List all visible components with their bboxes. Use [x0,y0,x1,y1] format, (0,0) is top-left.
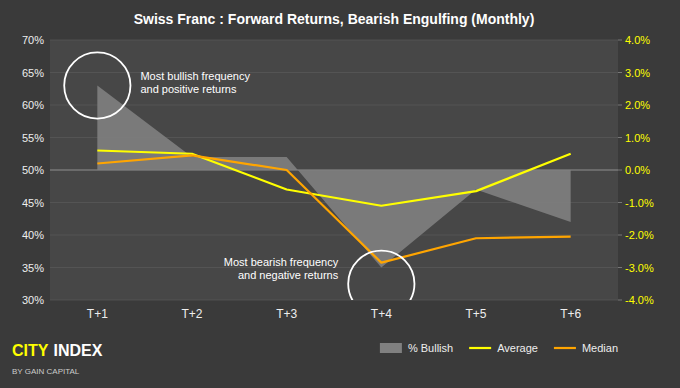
y2-tick [618,105,622,106]
logo-text: CITY [12,342,49,359]
y-tick-label: 50% [22,164,44,176]
y2-tick [618,137,622,138]
x-tick-label: T+6 [560,307,581,321]
y-tick-label: 70% [22,34,44,46]
annotation-line: and positive returns [140,83,236,95]
y2-tick [618,202,622,203]
grid-line [50,105,618,106]
y2-tick-label: -2.0% [625,229,654,241]
grid-line [50,300,618,301]
annotation-circle [348,251,414,300]
y-tick-label: 65% [22,67,44,79]
legend-item: % Bullish [380,342,453,354]
legend-swatch [469,347,491,349]
plot-area [50,40,618,300]
y-tick-label: 60% [22,99,44,111]
title: Swiss Franc : Forward Returns, Bearish E… [134,11,535,27]
logo-text: INDEX [53,342,102,359]
annotation-line: Most bullish frequency [140,70,250,82]
y-tick-label: 55% [22,132,44,144]
y2-tick-label: 2.0% [625,99,650,111]
x-tick-label: T+3 [276,307,297,321]
annotation: Most bearish frequencyand negative retur… [224,256,339,281]
y-tick-label: 35% [22,262,44,274]
marks [97,86,570,268]
y2-tick [618,170,622,171]
area [97,86,570,268]
y2-tick-label: 1.0% [625,132,650,144]
x-tick-label: T+5 [465,307,486,321]
grid-line [50,72,618,73]
y2-tick [618,72,622,73]
annotation-line: and negative returns [238,269,339,281]
legend-label: Average [497,342,538,354]
logo-text: BY GAIN CAPITAL [12,367,80,376]
legend: % Bullish Average Median [380,342,618,354]
chart: Swiss Franc : Forward Returns, Bearish E… [0,0,680,388]
y2-tick-label: 0.0% [625,164,650,176]
legend-swatch [554,347,576,349]
y2-tick-label: -3.0% [625,262,654,274]
y-tick-label: 30% [22,294,44,306]
grid-line [50,235,618,236]
background [0,0,680,388]
y2-tick-label: 4.0% [625,34,650,46]
line [97,155,570,262]
legend-label: Median [582,342,618,354]
y2-tick-label: 3.0% [625,67,650,79]
legend-label: % Bullish [408,342,453,354]
x-tick-label: T+4 [371,307,392,321]
y2-tick [618,40,622,41]
x-tick-label: T+1 [87,307,108,321]
y2-tick [618,300,622,301]
legend-item: Median [554,342,618,354]
y-tick-label: 45% [22,197,44,209]
x-tick-label: T+2 [181,307,202,321]
line [97,151,570,206]
y2-tick-label: -1.0% [625,197,654,209]
y2-tick [618,235,622,236]
grid-line [50,40,618,41]
annotation: Most bullish frequencyand positive retur… [140,70,250,95]
legend-swatch [380,343,402,353]
annotation-circle [64,52,130,118]
annotation-line: Most bearish frequency [224,256,339,268]
y2-tick-label: -4.0% [625,294,654,306]
y2-tick [618,267,622,268]
legend-item: Average [469,342,538,354]
y-tick-label: 40% [22,229,44,241]
